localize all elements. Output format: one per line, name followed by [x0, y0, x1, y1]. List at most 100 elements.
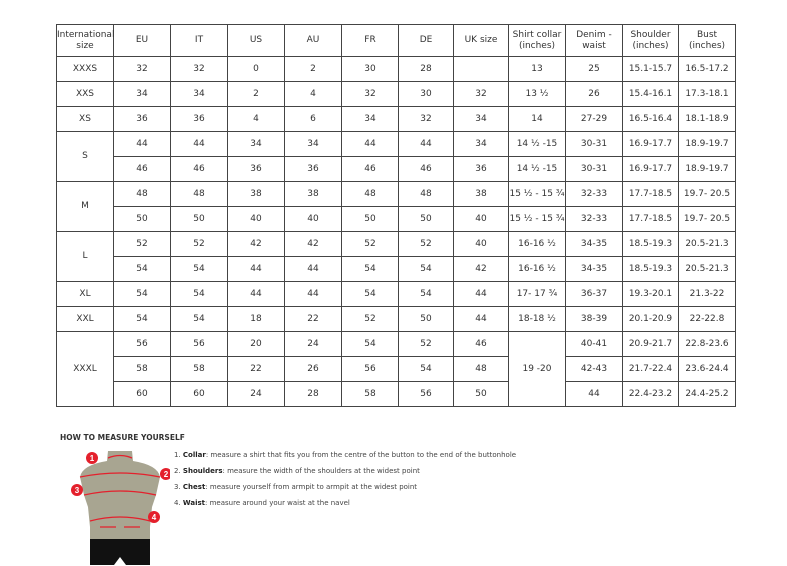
eu-cell: 54: [113, 256, 171, 282]
column-header: FR: [341, 24, 399, 57]
step-chest: 3. Chest: measure yourself from armpit t…: [174, 483, 516, 499]
marker-3: 3: [75, 486, 80, 495]
it-cell: 60: [170, 381, 228, 407]
fr-cell: 54: [341, 256, 399, 282]
de-cell: 50: [398, 306, 454, 332]
shoulder-inches-cell: 22.4-23.2: [622, 381, 679, 407]
step-number: 2.: [174, 467, 181, 475]
fr-cell: 52: [341, 306, 399, 332]
international-size-cell: XXL: [56, 306, 114, 332]
au-cell: 38: [284, 181, 342, 207]
au-cell: 4: [284, 81, 342, 107]
fr-cell: 50: [341, 206, 399, 232]
column-header: International size: [56, 24, 114, 57]
us-cell: 18: [227, 306, 285, 332]
measurement-steps: 1. Collar: measure a shirt that fits you…: [174, 451, 516, 515]
eu-cell: 54: [113, 306, 171, 332]
it-cell: 46: [170, 156, 228, 182]
de-cell: 54: [398, 281, 454, 307]
denim-waist-cell: 30-31: [565, 131, 623, 157]
us-cell: 4: [227, 106, 285, 132]
fr-cell: 54: [341, 331, 399, 357]
uk-size-cell: 36: [453, 156, 509, 182]
uk-size-cell: 48: [453, 356, 509, 382]
step-term: Waist: [182, 499, 206, 507]
table-row: L 52 52 42 42 52 52 40 16-16 ½ 34-35 18.5-19.3 20.5…: [56, 231, 736, 282]
uk-size-cell: 40: [453, 231, 509, 257]
bust-inches-cell: 20.5-21.3: [678, 256, 736, 282]
how-to-measure-title: HOW TO MEASURE YOURSELF: [60, 433, 185, 442]
us-cell: 34: [227, 131, 285, 157]
shoulder-inches-cell: 21.7-22.4: [622, 356, 679, 382]
table-row: XXL 54 54 18 22 52 50 44 18-18 ½ 38-39 20.1-20.9 22…: [56, 306, 736, 332]
shirt-collar-inches-cell: 14: [508, 106, 566, 132]
au-cell: 6: [284, 106, 342, 132]
table-row: 58 58 22 26 56 54 48 42-43 21.7-22.4 23.6-24.4: [57, 356, 736, 382]
column-header: Shoulder (inches): [622, 24, 679, 57]
de-cell: 54: [398, 256, 454, 282]
uk-size-cell: 32: [453, 81, 509, 107]
us-cell: 42: [227, 231, 285, 257]
fr-cell: 56: [341, 356, 399, 382]
shoulder-inches-cell: 16.9-17.7: [622, 131, 679, 157]
denim-waist-cell: 42-43: [565, 356, 623, 382]
step-number: 1.: [174, 451, 181, 459]
au-cell: 36: [284, 156, 342, 182]
eu-cell: 46: [113, 156, 171, 182]
shirt-collar-inches-cell: 16-16 ½: [508, 231, 566, 257]
shoulder-inches-cell: 16.5-16.4: [622, 106, 679, 132]
step-text: : measure yourself from armpit to armpit…: [205, 483, 418, 491]
shorts-shape: [90, 539, 150, 565]
international-size-cell: XS: [56, 106, 114, 132]
de-cell: 52: [398, 231, 454, 257]
column-header: AU: [284, 24, 342, 57]
column-header: DE: [398, 24, 454, 57]
table-row: 50 50 40 40 50 50 40 15 ½ - 15 ¾ 32-33 17.7-18.5 1…: [57, 206, 736, 232]
column-header: IT: [170, 24, 228, 57]
au-cell: 26: [284, 356, 342, 382]
it-cell: 50: [170, 206, 228, 232]
step-term: Collar: [182, 451, 206, 459]
au-cell: 24: [284, 331, 342, 357]
shoulder-inches-cell: 18.5-19.3: [622, 256, 679, 282]
bust-inches-cell: 21.3-22: [678, 281, 736, 307]
bust-inches-cell: 16.5-17.2: [678, 56, 736, 82]
denim-waist-cell: 36-37: [565, 281, 623, 307]
step-number: 3.: [174, 483, 181, 491]
shoulder-inches-cell: 20.1-20.9: [622, 306, 679, 332]
uk-size-cell: [453, 56, 509, 82]
table-row: XXXS 32 32 0 2 30 28 13 25 15.1-15.7 16.5-17.2: [56, 56, 736, 82]
de-cell: 48: [398, 181, 454, 207]
shoulder-inches-cell: 15.4-16.1: [622, 81, 679, 107]
it-cell: 36: [170, 106, 228, 132]
denim-waist-cell: 44: [565, 381, 623, 407]
us-cell: 40: [227, 206, 285, 232]
eu-cell: 58: [113, 356, 171, 382]
uk-size-cell: 34: [453, 106, 509, 132]
au-cell: 34: [284, 131, 342, 157]
denim-waist-cell: 40-41: [565, 331, 623, 357]
step-number: 4.: [174, 499, 181, 507]
header-row: International size EU IT US AU FR DE UK size Shi…: [56, 24, 736, 57]
uk-size-cell: 40: [453, 206, 509, 232]
bust-inches-cell: 18.9-19.7: [678, 131, 736, 157]
eu-cell: 34: [113, 81, 171, 107]
denim-waist-cell: 32-33: [565, 206, 623, 232]
denim-waist-cell: 26: [565, 81, 623, 107]
de-cell: 44: [398, 131, 454, 157]
step-collar: 1. Collar: measure a shirt that fits you…: [174, 451, 516, 467]
international-size-cell: XXXS: [56, 56, 114, 82]
au-cell: 40: [284, 206, 342, 232]
shirt-collar-inches-cell: 13 ½: [508, 81, 566, 107]
marker-1: 1: [90, 454, 95, 463]
au-cell: 22: [284, 306, 342, 332]
table-row: XL 54 54 44 44 54 54 44 17- 17 ¾ 36-37 19.3-20.1 21…: [56, 281, 736, 307]
bust-inches-cell: 23.6-24.4: [678, 356, 736, 382]
bust-inches-cell: 22.8-23.6: [678, 331, 736, 357]
step-text: : measure the width of the shoulders at …: [222, 467, 420, 475]
step-text: : measure a shirt that fits you from the…: [205, 451, 517, 459]
it-cell: 48: [170, 181, 228, 207]
fr-cell: 30: [341, 56, 399, 82]
shirt-collar-inches-cell: 13: [508, 56, 566, 82]
denim-waist-cell: 25: [565, 56, 623, 82]
